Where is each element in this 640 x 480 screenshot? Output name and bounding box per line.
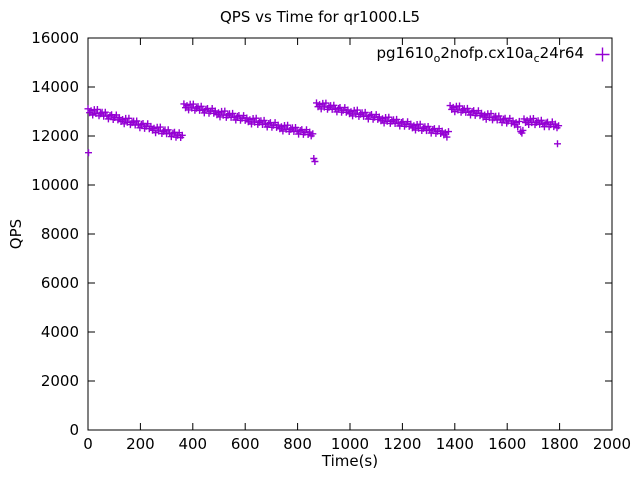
legend: pg1610o2nofp.cx10ac24r64 [376,44,610,65]
y-tick-label: 8000 [41,225,79,243]
y-tick-label: 14000 [31,78,79,96]
y-tick-label: 10000 [31,176,79,194]
x-tick-label: 800 [283,435,312,453]
y-tick-label: 0 [69,421,79,439]
x-tick-label: 1400 [436,435,474,453]
x-tick-label: 1800 [541,435,579,453]
y-tick-label: 4000 [41,323,79,341]
y-tick-label: 2000 [41,372,79,390]
y-tick-label: 16000 [31,29,79,47]
x-tick-label: 0 [83,435,93,453]
x-axis-label: Time(s) [321,452,379,470]
x-tick-label: 200 [126,435,155,453]
series-points [84,99,563,165]
x-tick-label: 400 [178,435,207,453]
x-tick-label: 1600 [488,435,526,453]
chart-title: QPS vs Time for qr1000.L5 [219,8,420,26]
y-tick-label: 12000 [31,127,79,145]
x-tick-label: 1000 [331,435,369,453]
legend-marker-icon [595,47,610,62]
plot-border [87,37,613,431]
x-tick-label: 600 [231,435,260,453]
legend-label: pg1610o2nofp.cx10ac24r64 [376,44,584,65]
y-tick-label: 6000 [41,274,79,292]
axis-ticks [87,37,613,431]
x-tick-label: 1200 [383,435,421,453]
x-tick-label: 2000 [593,435,631,453]
